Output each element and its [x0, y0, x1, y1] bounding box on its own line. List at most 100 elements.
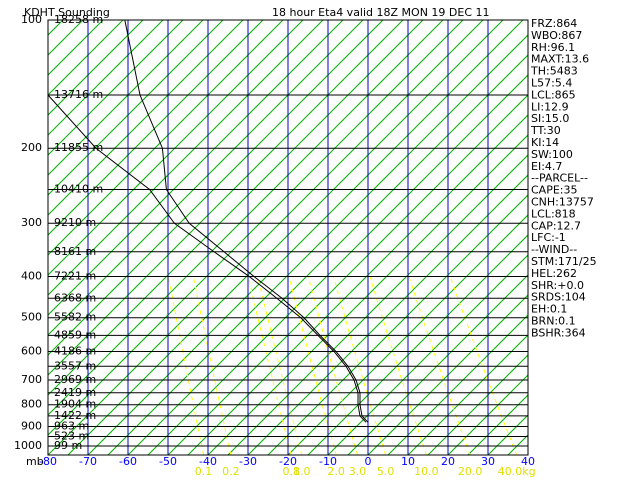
adiabat-line — [307, 234, 528, 455]
index-text: KI:14 — [531, 136, 559, 149]
adiabat-line — [327, 254, 528, 455]
x-tick-label: -70 — [79, 455, 97, 468]
index-text: EI:4.7 — [531, 160, 562, 173]
mixing-ratio-label: 20.0 — [458, 465, 483, 478]
mixing-ratio-line — [192, 276, 232, 455]
height-label: 99 m — [54, 439, 82, 452]
plot-background — [48, 20, 528, 455]
index-text: MAXT:13.6 — [531, 53, 589, 66]
index-text: L57:5.4 — [531, 77, 572, 90]
height-label: 7221 m — [54, 269, 96, 282]
height-label: 1422 m — [54, 409, 96, 422]
index-text: CNH:13757 — [531, 196, 594, 209]
mixing-ratio-label: 1.0 — [293, 465, 311, 478]
adiabat-line — [407, 334, 528, 455]
mixing-ratio-label: 0.2 — [222, 465, 240, 478]
y-axis-label: mb — [26, 455, 44, 468]
adiabat-line — [347, 274, 528, 455]
x-tick-label: -60 — [119, 455, 137, 468]
index-text: CAP:12.7 — [531, 219, 581, 232]
adiabat-line — [247, 174, 528, 455]
index-text: RH:96.1 — [531, 41, 575, 54]
adiabat-line — [48, 20, 324, 296]
adiabat-line — [48, 20, 384, 356]
x-tick-label: -30 — [239, 455, 257, 468]
adiabat-line — [48, 20, 364, 336]
adiabat-line — [227, 154, 528, 455]
height-label: 2419 m — [54, 386, 96, 399]
adiabat-line — [107, 34, 528, 455]
height-label: 9210 m — [54, 216, 96, 229]
index-text: EH:0.1 — [531, 303, 567, 316]
adiabat-line — [48, 20, 464, 436]
index-text: LCL:818 — [531, 207, 576, 220]
adiabat-line — [48, 20, 204, 176]
y-tick-label: 500 — [21, 311, 42, 324]
y-tick-label: 100 — [21, 13, 42, 26]
mixing-ratio-label: 3.0 — [349, 465, 367, 478]
profile-line — [47, 94, 367, 423]
index-text: TH:5483 — [530, 65, 578, 78]
adiabat-line — [387, 314, 528, 455]
adiabat-line — [427, 354, 528, 455]
mixing-ratio-line — [288, 276, 337, 455]
adiabat-line — [127, 54, 528, 455]
adiabat-line — [48, 20, 304, 276]
x-tick-label: 40 — [521, 455, 535, 468]
adiabat-line — [167, 94, 528, 455]
index-text: --PARCEL-- — [531, 172, 588, 185]
mixing-ratio-line — [247, 276, 292, 455]
x-tick-label: 10 — [401, 455, 415, 468]
adiabat-line — [48, 20, 284, 256]
adiabat-line — [48, 20, 264, 236]
height-label: 5582 m — [54, 311, 96, 324]
adiabat-line — [48, 20, 144, 116]
adiabat-line — [48, 20, 344, 316]
height-label: 4859 m — [54, 328, 96, 341]
adiabat-line — [48, 20, 484, 455]
x-tick-label: 0 — [365, 455, 372, 468]
index-text: BSHR:364 — [531, 326, 586, 339]
mixing-ratio-label: 5.0 — [377, 465, 395, 478]
height-label: 13716 m — [54, 88, 103, 101]
y-tick-label: 300 — [21, 216, 42, 229]
height-label: 963 m — [54, 419, 89, 432]
index-text: WBO:867 — [531, 29, 582, 42]
index-text: FRZ:864 — [531, 17, 577, 30]
mixing-ratio-line — [369, 276, 427, 455]
plot-frame — [47, 19, 529, 456]
chart-title: KDHT Sounding — [24, 6, 110, 19]
y-tick-label: 600 — [21, 344, 42, 357]
x-tick-label: -40 — [199, 455, 217, 468]
index-text: HEL:262 — [531, 267, 577, 280]
adiabat-line — [48, 20, 124, 96]
mixing-ratio-line — [257, 276, 303, 455]
mixing-ratio-label: 2.0 — [327, 465, 345, 478]
x-tick-label: -10 — [319, 455, 337, 468]
profile-line — [124, 19, 369, 423]
index-text: BRN:0.1 — [531, 315, 576, 328]
index-text: LI:12.9 — [531, 100, 569, 113]
x-tick-label: -20 — [279, 455, 297, 468]
adiabat-line — [48, 20, 424, 396]
mixing-ratio-label: 10.0 — [414, 465, 439, 478]
height-label: 523 m — [54, 429, 89, 442]
y-tick-label: 900 — [21, 419, 42, 432]
x-tick-label: 20 — [441, 455, 455, 468]
adiabat-line — [207, 134, 528, 455]
adiabat-line — [48, 20, 404, 376]
mixing-ratio-label: 0.8 — [283, 465, 301, 478]
chart-subtitle: 18 hour Eta4 valid 18Z MON 19 DEC 11 — [272, 6, 490, 19]
index-text: CAPE:35 — [531, 184, 578, 197]
height-label: 1904 m — [54, 398, 96, 411]
adiabat-line — [48, 20, 224, 196]
index-text: TT:30 — [530, 124, 561, 137]
adiabat-line — [287, 214, 528, 455]
index-text: SI:15.0 — [531, 112, 569, 125]
height-label: 8161 m — [54, 245, 96, 258]
x-tick-label: -80 — [39, 455, 57, 468]
mixing-ratio-label: 40.0kg — [498, 465, 536, 478]
adiabat-line — [48, 20, 184, 156]
x-tick-label: -50 — [159, 455, 177, 468]
